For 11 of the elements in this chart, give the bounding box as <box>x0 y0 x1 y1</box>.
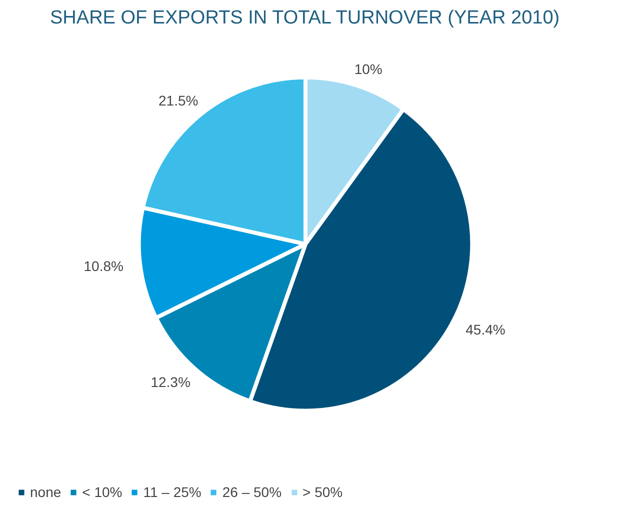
legend-label: 11 – 25% <box>143 484 202 500</box>
legend-label: > 50% <box>302 484 343 500</box>
data-label: 10.8% <box>84 258 124 274</box>
chart-title: SHARE OF EXPORTS IN TOTAL TURNOVER (YEAR 2010) <box>50 8 560 28</box>
data-label: 21.5% <box>158 92 198 108</box>
legend-label: 26 – 50% <box>222 484 282 500</box>
data-label: 12.3% <box>150 374 190 390</box>
legend-label: < 10% <box>82 484 122 500</box>
data-label: 45.4% <box>466 322 506 338</box>
legend-label: none <box>30 484 62 500</box>
data-label: 10% <box>354 60 382 77</box>
